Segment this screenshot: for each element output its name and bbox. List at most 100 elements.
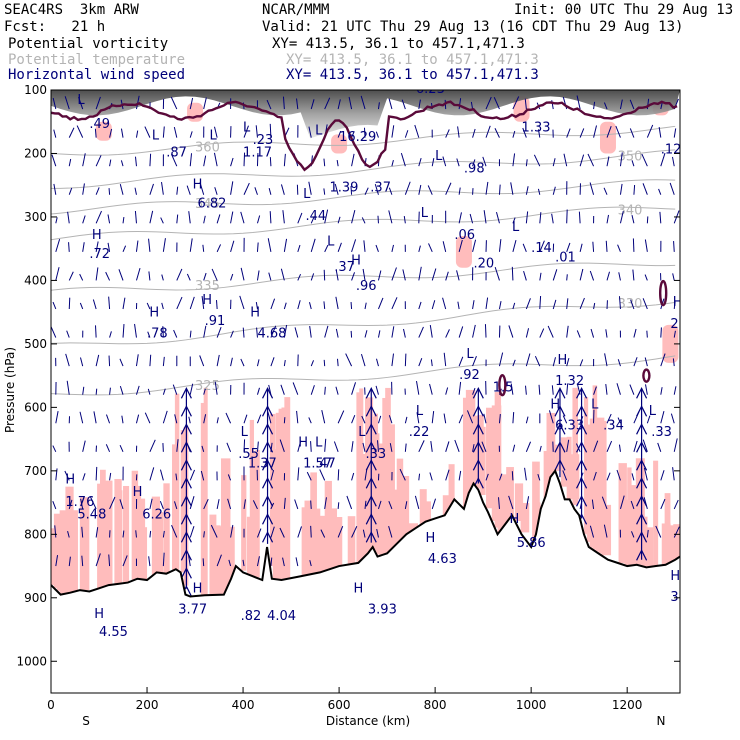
- wind-arrow: [389, 443, 393, 452]
- field-value-label: .82: [241, 609, 262, 624]
- wind-arrow: [279, 527, 285, 538]
- wind-arrow: [189, 153, 193, 167]
- wind-arrow: [498, 352, 504, 367]
- shaded-column: [667, 525, 677, 564]
- wind-arrow: [297, 212, 303, 224]
- wind-arrow: [523, 270, 527, 281]
- wind-arrow: [522, 127, 527, 138]
- wind-arrow: [216, 354, 220, 367]
- wind-arrow: [445, 329, 450, 338]
- updraft-arrow-head: [365, 404, 377, 417]
- wind-arrow: [431, 300, 436, 310]
- wind-arrow: [108, 355, 111, 367]
- wind-arrow: [431, 268, 437, 281]
- field-value-label: 6.33: [555, 419, 584, 434]
- wind-arrow: [525, 496, 530, 510]
- wind-arrow: [512, 217, 516, 224]
- wind-arrow: [337, 410, 345, 424]
- wind-arrow: [199, 355, 205, 367]
- wind-arrow: [630, 299, 635, 310]
- field-value-label: .34: [603, 419, 624, 434]
- wind-arrow: [633, 357, 638, 367]
- wind-arrow: [295, 557, 299, 567]
- shaded-column: [209, 514, 217, 596]
- wind-arrow: [672, 358, 675, 367]
- wind-arrow: [216, 244, 222, 253]
- wind-arrow: [495, 211, 500, 224]
- wind-arrow: [566, 357, 570, 367]
- wind-arrow: [472, 159, 476, 167]
- wind-arrow: [282, 557, 285, 567]
- wind-arrow: [374, 184, 379, 195]
- wind-arrow: [539, 295, 542, 310]
- wind-arrow: [404, 130, 409, 138]
- wind-arrow: [404, 353, 407, 367]
- wind-arrow: [472, 128, 476, 138]
- wind-arrow: [135, 385, 140, 395]
- shaded-column: [647, 533, 653, 568]
- hl-mark: L: [315, 436, 323, 451]
- wind-arrow: [227, 474, 232, 481]
- wind-arrow: [591, 499, 595, 509]
- wind-arrow: [210, 524, 218, 538]
- updraft-arrow-head: [262, 530, 274, 543]
- wind-arrow: [283, 302, 287, 310]
- wind-arrow: [431, 410, 435, 424]
- wind-arrow: [364, 330, 368, 338]
- pv-contour: [51, 100, 678, 172]
- wind-arrow: [579, 268, 584, 281]
- wind-arrow: [282, 96, 285, 110]
- wind-arrow: [120, 128, 124, 138]
- wind-arrow: [533, 154, 541, 167]
- shaded-column: [500, 474, 511, 531]
- wind-arrow: [80, 357, 84, 367]
- wind-arrow: [391, 125, 395, 138]
- wind-arrow: [203, 414, 207, 424]
- wind-arrow: [429, 472, 433, 481]
- wind-arrow: [308, 417, 312, 424]
- wind-arrow: [618, 296, 621, 310]
- wind-arrow: [494, 266, 500, 281]
- updraft-arrow-head: [576, 422, 588, 435]
- wind-arrow: [95, 388, 98, 395]
- wind-arrow: [414, 124, 420, 138]
- wind-arrow: [162, 126, 165, 138]
- wind-arrow: [256, 215, 261, 224]
- wind-arrow: [228, 559, 232, 567]
- wind-arrow: [107, 214, 111, 224]
- wind-arrow: [230, 357, 233, 367]
- wind-arrow: [109, 128, 113, 138]
- hl-mark: H: [94, 607, 104, 622]
- wind-arrow: [310, 99, 315, 110]
- wind-arrow: [267, 238, 272, 252]
- shaded-column: [347, 516, 356, 565]
- field-value-label: 1.57: [303, 457, 332, 472]
- wind-arrow: [148, 556, 151, 567]
- wind-arrow: [660, 152, 666, 167]
- hl-mark: L: [416, 404, 424, 419]
- wind-arrow: [200, 470, 205, 481]
- shaded-column: [373, 413, 379, 549]
- pv-contour-layer: [51, 100, 678, 397]
- wind-arrow: [66, 330, 70, 338]
- wind-arrow: [243, 499, 246, 510]
- field-value-label: .37: [370, 181, 391, 196]
- updraft-arrow-head: [262, 386, 274, 399]
- wind-arrow: [539, 272, 542, 281]
- wind-arrow: [430, 359, 433, 367]
- field-value-label: 1.17: [243, 146, 272, 161]
- wind-arrow: [120, 160, 124, 167]
- wind-arrow: [512, 130, 516, 138]
- wind-arrow: [377, 440, 379, 452]
- wind-arrow: [159, 500, 164, 510]
- wind-arrow: [547, 325, 554, 338]
- wind-arrow: [230, 157, 234, 167]
- wind-arrow: [283, 359, 286, 367]
- plot-frame: [50, 89, 681, 694]
- wind-arrow: [629, 384, 635, 395]
- wind-arrow: [606, 440, 613, 452]
- wind-arrow: [242, 327, 245, 338]
- wind-arrow: [296, 98, 299, 110]
- wind-arrow: [458, 98, 462, 110]
